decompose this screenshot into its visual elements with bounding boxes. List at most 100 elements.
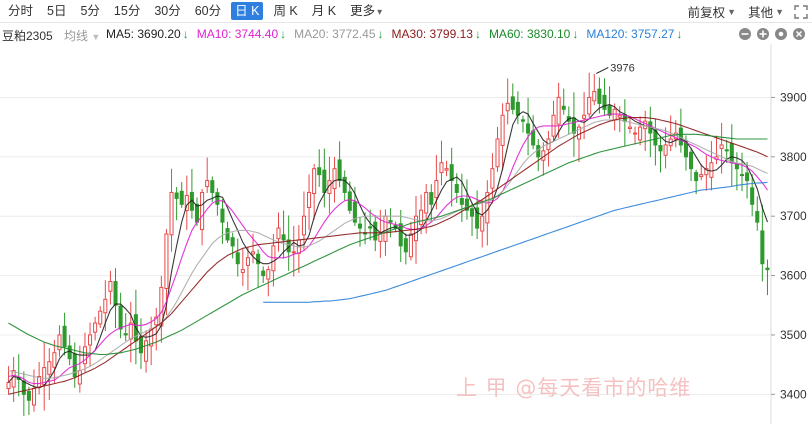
fullscreen-icon[interactable] [794,4,808,19]
tab-2[interactable]: 5分 [80,4,100,18]
candle-body [347,191,352,211]
candle-body [607,105,612,116]
zoom-out-icon[interactable] [738,27,752,41]
candle-body [332,168,337,190]
y-tick-label: 3800 [780,150,807,164]
tab-6[interactable]: 日 K [231,2,264,20]
candle-body [475,207,480,229]
adjust-dropdown[interactable]: 前复权 ▼ [688,2,736,21]
candle-body [419,209,424,226]
y-tick-label: 3400 [780,387,807,401]
tab-8[interactable]: 月 K [311,4,337,18]
tab-9[interactable]: 更多 ▾ [350,4,383,18]
tab-0[interactable]: 分时 [8,4,34,18]
candle-body [179,190,184,205]
candle-body [200,191,205,231]
candle-body [266,269,271,280]
candle-body [510,96,515,110]
tab-5[interactable]: 60分 [194,4,222,18]
chevron-down-icon: ▼ [91,32,101,42]
ma-label: MA20: 3772.45 [294,27,376,41]
candle-body [378,233,383,242]
candle-body [765,267,770,271]
avg-line-dropdown[interactable]: 均线 ▼ [64,27,100,44]
candle-body [617,114,622,118]
candle-body [760,230,765,265]
max-pointer [596,67,609,74]
candle-body [444,168,449,171]
kline-chart[interactable]: 3900 3800 3700 3600 3500 3400 3976 [0,44,812,424]
candle-body [709,162,714,178]
candle-body [174,192,179,199]
candle-body [464,198,469,211]
candle-body [480,215,485,232]
candle-body [240,269,245,273]
candle-body [276,227,281,240]
y-tick-label: 3600 [780,269,807,283]
candle-body [582,114,587,119]
tab-3[interactable]: 15分 [113,4,141,18]
tab-7[interactable]: 周 K [273,4,298,18]
other-dropdown[interactable]: 其他 ▼ [748,2,784,21]
candle-body [210,180,215,193]
candle-body [235,252,240,265]
candle-body [123,333,128,336]
ma-line-ma5 [8,104,769,389]
candle-body [429,192,434,205]
candle-body [627,126,632,130]
candle-body [144,340,149,362]
candle-body [449,164,454,182]
candle-body [245,257,250,266]
y-tick-label: 3700 [780,209,807,223]
candle-body [536,145,541,158]
candle-body [694,172,699,182]
ma-label: MA5: 3690.20 [106,27,181,41]
candle-body [113,281,118,306]
candle-body [632,132,638,135]
ma-item-1: MA10: 3744.40 ↓ [197,27,286,41]
candle-body [734,163,739,170]
tab-4[interactable]: 30分 [154,4,181,18]
y-tick-label: 3500 [780,328,807,342]
candle-body [403,238,408,253]
candle-body [154,316,159,326]
candle-body [638,126,643,141]
candle-body [291,251,296,254]
candle-body [317,167,322,176]
candle-body [220,208,225,223]
arrow-down-icon: ↓ [474,27,481,41]
candle-body [118,305,123,330]
candle-body [342,176,347,193]
candle-body [500,114,505,146]
candle-body [108,281,113,292]
avg-line-label: 均线 [64,29,89,43]
candle-body [57,334,62,351]
candle-body [408,233,413,258]
candle-body [505,102,510,112]
candle-body [88,334,93,346]
candle-body [47,361,52,375]
candle-body [755,211,760,223]
candle-body [459,198,464,205]
settings-icon[interactable] [774,27,788,41]
candle-body [373,221,378,241]
tab-1[interactable]: 5日 [47,4,67,18]
candle-body [597,88,602,104]
candle-body [93,322,98,333]
candle-body [138,335,144,354]
candle-body [169,191,174,236]
zoom-in-icon[interactable] [756,27,770,41]
candle-body [653,129,658,146]
candle-body [11,370,16,388]
ma-line-ma120 [263,181,768,303]
ma-item-2: MA20: 3772.45 ↓ [294,27,383,41]
candle-body [398,223,403,247]
candle-body [21,380,26,395]
close-icon[interactable] [792,27,806,41]
candle-body [434,180,439,198]
candle-body [454,184,459,193]
candle-body [205,180,210,188]
candle-body [77,370,82,385]
ma-label: MA120: 3757.27 [586,27,675,41]
candle-body [587,96,592,115]
